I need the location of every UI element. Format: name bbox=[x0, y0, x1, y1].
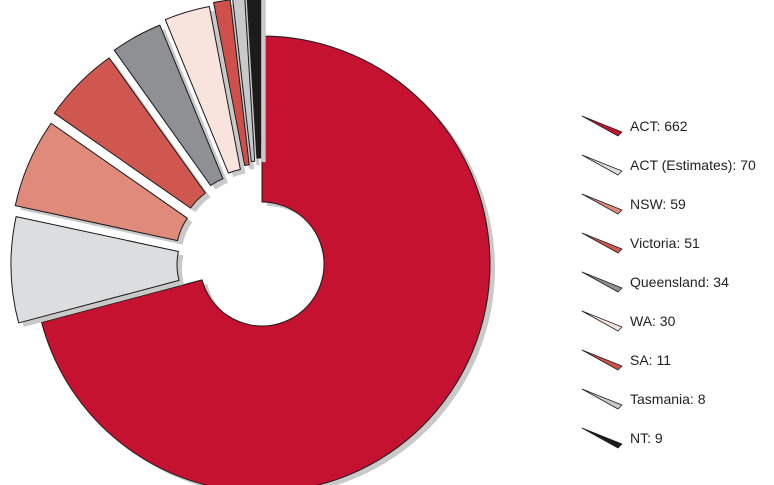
legend-label: ACT: 662 bbox=[630, 118, 688, 134]
legend-wedge-icon bbox=[581, 232, 623, 254]
legend-wedge-icon bbox=[581, 310, 623, 332]
legend-item-queensland: Queensland: 34 bbox=[581, 271, 729, 293]
legend-item-nt: NT: 9 bbox=[581, 427, 663, 449]
legend-wedge-icon bbox=[581, 271, 623, 293]
slice-tasmania bbox=[232, 0, 256, 163]
legend-label: Victoria: 51 bbox=[630, 235, 700, 251]
legend-label: WA: 30 bbox=[630, 313, 676, 329]
legend-item-victoria: Victoria: 51 bbox=[581, 232, 700, 254]
legend-item-tasmania: Tasmania: 8 bbox=[581, 388, 706, 410]
legend-label: SA: 11 bbox=[630, 352, 671, 368]
slice-act bbox=[41, 35, 491, 485]
slice-nsw bbox=[14, 122, 188, 242]
slice-wa bbox=[164, 5, 241, 174]
legend-item-nsw: NSW: 59 bbox=[581, 193, 686, 215]
legend-label: NSW: 59 bbox=[630, 196, 686, 212]
legend-wedge-icon bbox=[581, 154, 623, 176]
slice-victoria bbox=[53, 57, 206, 209]
slice-queensland bbox=[113, 24, 224, 186]
chart-legend: ACT: 662 ACT (Estimates): 70 NSW: 59 Victor… bbox=[581, 115, 756, 449]
legend-label: Tasmania: 8 bbox=[630, 391, 706, 407]
slice-act-estimates bbox=[10, 216, 180, 324]
legend-label: ACT (Estimates): 70 bbox=[630, 157, 756, 173]
legend-item-sa: SA: 11 bbox=[581, 349, 671, 371]
chart-slices bbox=[10, 0, 495, 485]
legend-item-act-estimates: ACT (Estimates): 70 bbox=[581, 154, 756, 176]
legend-item-wa: WA: 30 bbox=[581, 310, 676, 332]
legend-wedge-icon bbox=[581, 115, 623, 137]
legend-item-act: ACT: 662 bbox=[581, 115, 688, 137]
legend-wedge-icon bbox=[581, 427, 623, 449]
slice-nt bbox=[246, 0, 262, 159]
slice-sa bbox=[213, 0, 250, 167]
legend-wedge-icon bbox=[581, 349, 623, 371]
legend-wedge-icon bbox=[581, 388, 623, 410]
legend-label: NT: 9 bbox=[630, 430, 663, 446]
legend-label: Queensland: 34 bbox=[630, 274, 729, 290]
legend-wedge-icon bbox=[581, 193, 623, 215]
